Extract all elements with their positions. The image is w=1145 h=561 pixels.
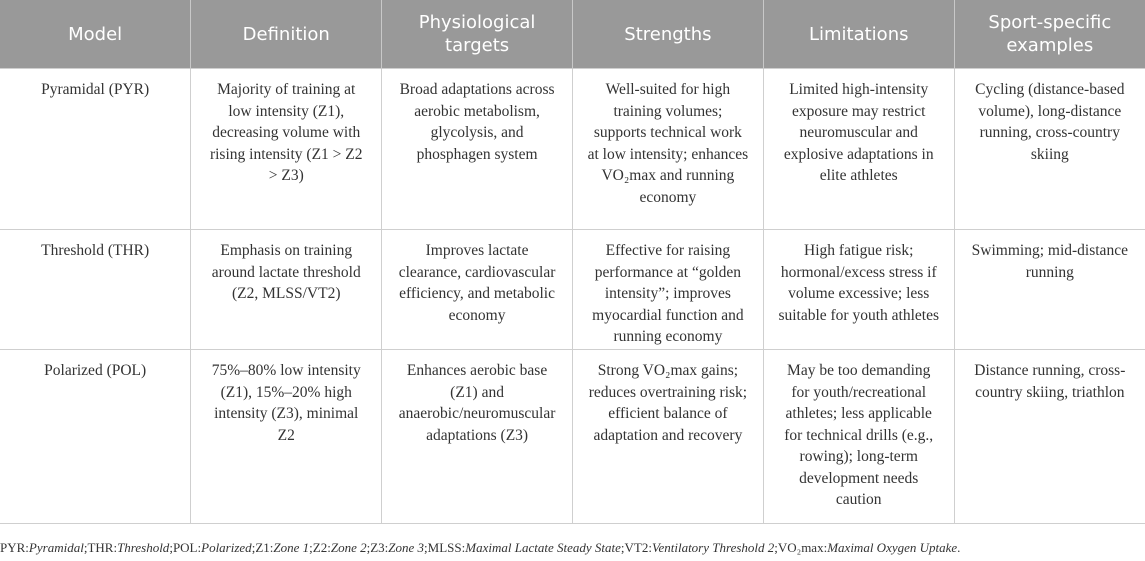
cell-physiological-targets: Broad adaptations across aerobic metabol… [381,68,573,230]
abbr-definition: Pyramidal [28,540,84,555]
abbr-definition: Zone 2 [330,540,367,555]
training-models-table: Model Definition Physiological targets S… [0,0,1145,524]
cell-strengths: Well-suited for high training volumes; s… [571,68,764,230]
abbr: Z3 [370,540,385,555]
header-limitations: Limitations [762,0,955,69]
abbr-definition: Maximal Lactate Steady State [465,540,621,555]
header-model: Model [0,0,192,69]
abbr: VO₂max [777,540,824,555]
header-sport-examples: Sport-specific examples [953,0,1145,69]
abbr: PYR [0,540,26,555]
abbr-definition: Zone 3 [388,540,425,555]
abbr-definition: Threshold [117,540,170,555]
abbr-definition: Maximal Oxygen Uptake [827,540,958,555]
cell-limitations: High fatigue risk; hormonal/excess stres… [762,229,955,350]
abbr: Z2 [312,540,328,555]
cell-model: Polarized (POL) [0,349,192,524]
header-physiological-targets: Physiological targets [381,0,573,69]
cell-sport-examples: Swimming; mid-distance running [953,229,1145,350]
table-footnote: PYR:Pyramidal;THR:Threshold;POL:Polarize… [0,540,961,555]
cell-sport-examples: Distance running, cross-country skiing, … [953,349,1145,524]
abbr: VT2 [624,540,649,555]
abbr-definition: Polarized [201,540,252,555]
cell-limitations: Limited high-intensity exposure may rest… [762,68,955,230]
cell-model: Pyramidal (PYR) [0,68,192,230]
cell-definition: 75%–80% low intensity (Z1), 15%–20% high… [190,349,383,524]
abbr-definition: Ventilatory Threshold 2 [651,540,775,555]
table-row: Polarized (POL) 75%–80% low intensity (Z… [0,349,1145,524]
abbr: POL [172,540,198,555]
header-definition: Definition [190,0,383,69]
cell-strengths: Effective for raising performance at “go… [571,229,764,350]
cell-definition: Majority of training at low intensity (Z… [190,68,383,230]
abbr: MLSS [427,540,462,555]
header-strengths: Strengths [571,0,764,69]
abbr: Z1 [255,540,270,555]
cell-limitations: May be too demanding for youth/recreatio… [762,349,955,524]
table-row: Threshold (THR) Emphasis on training aro… [0,229,1145,350]
cell-physiological-targets: Improves lactate clearance, cardiovascul… [381,229,573,350]
cell-sport-examples: Cycling (distance-based volume), long-di… [953,68,1145,230]
cell-physiological-targets: Enhances aerobic base (Z1) and anaerobic… [381,349,573,524]
abbr-definition: Zone 1 [273,540,310,555]
table-row: Pyramidal (PYR) Majority of training at … [0,68,1145,230]
header-row: Model Definition Physiological targets S… [0,0,1145,69]
cell-strengths: Strong VO₂max gains; reduces overtrainin… [571,349,764,524]
cell-model: Threshold (THR) [0,229,192,350]
cell-definition: Emphasis on training around lactate thre… [190,229,383,350]
abbr: THR [87,540,114,555]
